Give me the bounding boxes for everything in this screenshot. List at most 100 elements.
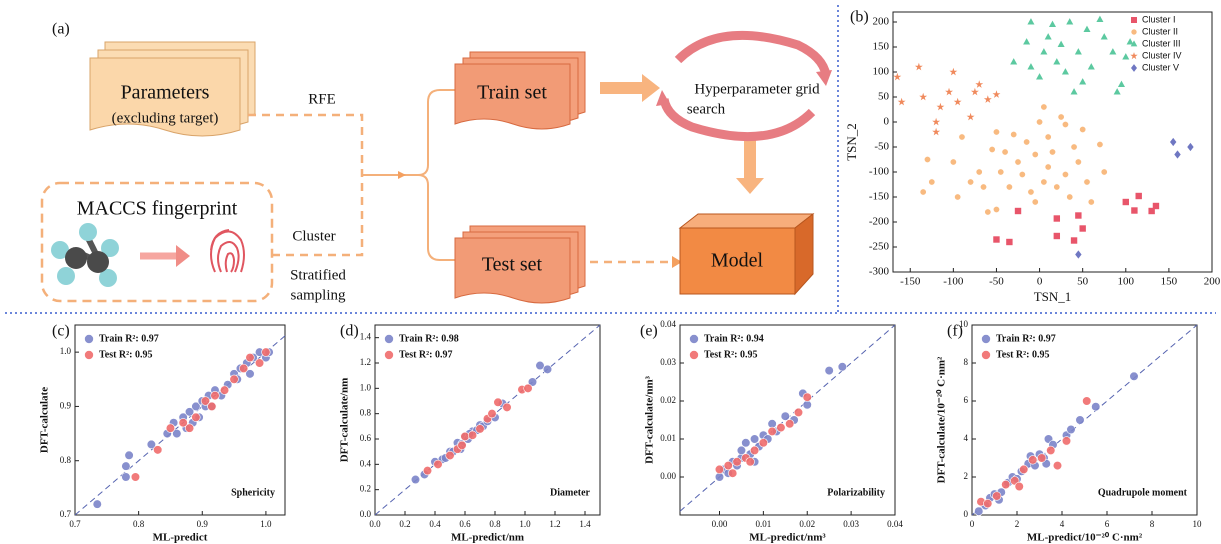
point — [1037, 454, 1046, 463]
x-tick-label: 0 — [970, 519, 975, 529]
point — [1032, 199, 1038, 205]
x-tick-label: -150 — [900, 276, 921, 288]
legend-marker — [85, 335, 94, 344]
point — [1002, 149, 1008, 155]
point — [1045, 33, 1052, 39]
point — [458, 441, 467, 450]
point — [737, 446, 746, 455]
x-tick-label: 1.0 — [260, 519, 272, 529]
point — [967, 113, 975, 121]
point — [1114, 88, 1121, 94]
point — [494, 398, 503, 407]
x-tick-label: 50 — [1077, 276, 1089, 288]
legend-label: Test R²: 0.95 — [996, 349, 1049, 360]
point — [1071, 237, 1077, 243]
point — [949, 68, 957, 76]
point — [1079, 78, 1086, 84]
point — [461, 432, 470, 441]
x-axis-title: ML-predict/10⁻²⁰ C·nm² — [1027, 532, 1143, 544]
point — [967, 179, 973, 185]
x-tick-label: 0.04 — [887, 519, 903, 529]
point — [971, 88, 979, 96]
point — [446, 451, 455, 460]
y-tick-label: 0.01 — [660, 433, 676, 443]
y-tick-label: 0.8 — [60, 455, 72, 465]
x-axis-title: ML-predict/nm — [451, 532, 524, 544]
point — [976, 169, 982, 175]
y-tick-label: 0.8 — [360, 408, 372, 418]
y-tick-label: 1.2 — [360, 357, 371, 367]
point — [898, 98, 906, 106]
x-tick-label: 0 — [1037, 276, 1043, 288]
point — [1071, 88, 1078, 94]
connector-label: Stratified — [290, 267, 346, 283]
y-tick-label: 50 — [878, 91, 890, 103]
box-title: Hyperparameter grid — [694, 81, 820, 97]
panel-label: (d) — [340, 323, 359, 340]
x-tick-label: -50 — [989, 276, 1004, 288]
point — [924, 156, 930, 162]
point — [954, 98, 962, 106]
dashed-connector — [248, 115, 362, 175]
point — [1045, 164, 1051, 170]
point — [1096, 16, 1103, 22]
legend-marker — [1131, 17, 1137, 23]
arrow-head — [398, 171, 406, 179]
point — [1049, 149, 1055, 155]
point — [975, 80, 983, 88]
point — [543, 365, 552, 374]
box-title: MACCS fingerprint — [77, 198, 238, 220]
molecule-icon — [51, 223, 119, 287]
figure: (a) Parameters (excluding target) MACCS … — [0, 0, 1221, 544]
legend-marker — [1130, 52, 1137, 59]
legend-marker — [690, 335, 699, 344]
legend-label: Cluster I — [1142, 14, 1176, 24]
annotation: Diameter — [550, 487, 591, 498]
cycle-arrow — [678, 35, 826, 75]
legend-label: Train R²: 0.97 — [99, 333, 159, 344]
point — [1067, 194, 1073, 200]
y-tick-label: -100 — [869, 166, 890, 178]
point — [750, 435, 759, 444]
legend-marker — [982, 335, 991, 344]
point — [1053, 58, 1060, 64]
point — [1023, 139, 1029, 145]
point — [1075, 250, 1081, 258]
point — [1076, 416, 1085, 425]
legend-marker — [690, 351, 699, 360]
point — [945, 88, 953, 96]
point — [1123, 199, 1129, 205]
y-tick-label: 0.2 — [360, 484, 371, 494]
point — [1131, 207, 1137, 213]
point — [983, 499, 992, 508]
arrow-head — [656, 90, 670, 106]
point — [1101, 169, 1107, 175]
point — [1015, 159, 1021, 165]
legend-label: Test R²: 0.97 — [399, 349, 452, 360]
point — [993, 90, 1001, 98]
y-tick-label: 0.00 — [660, 471, 676, 481]
legend-label: Cluster IV — [1142, 50, 1182, 60]
y-axis-title: DFT-calculate/10⁻²⁰ C·nm² — [936, 356, 948, 483]
x-tick-label: 0.8 — [489, 519, 501, 529]
box-title: Parameters — [121, 82, 210, 104]
y-tick-label: 0 — [964, 509, 969, 519]
point — [980, 184, 986, 190]
x-tick-label: 150 — [1161, 276, 1178, 288]
point — [125, 451, 134, 460]
x-tick-label: 6 — [1105, 519, 1110, 529]
point — [208, 402, 217, 411]
point — [984, 95, 992, 103]
point — [220, 386, 229, 395]
y-tick-label: -250 — [869, 241, 890, 253]
y-tick-label: -200 — [869, 216, 890, 228]
point — [262, 348, 271, 357]
y-tick-label: 0.9 — [60, 400, 72, 410]
x-tick-label: 10 — [1193, 519, 1203, 529]
legend-label: Train R²: 0.94 — [704, 333, 764, 344]
box-title: Train set — [477, 82, 547, 104]
y-tick-label: 1.4 — [360, 332, 372, 342]
x-tick-label: 0.9 — [197, 519, 209, 529]
point — [759, 439, 768, 448]
y-tick-label: 0.02 — [660, 395, 676, 405]
